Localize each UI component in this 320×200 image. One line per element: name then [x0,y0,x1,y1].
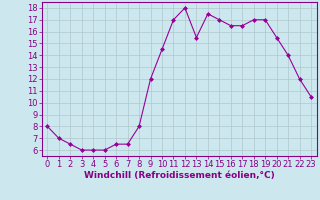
X-axis label: Windchill (Refroidissement éolien,°C): Windchill (Refroidissement éolien,°C) [84,171,275,180]
